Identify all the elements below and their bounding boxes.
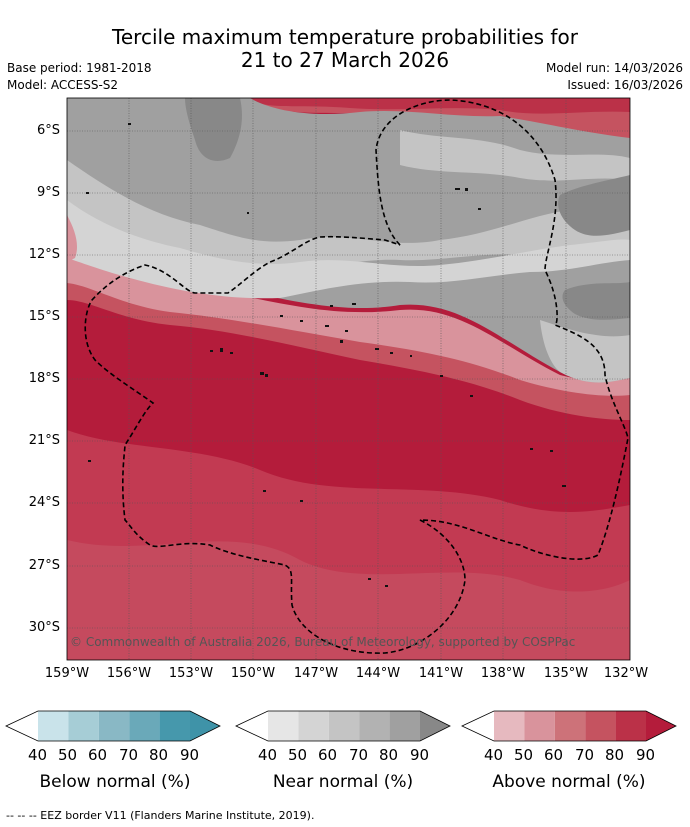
- issued-date: Issued: 16/03/2026: [567, 78, 683, 92]
- map-frame: [66, 97, 631, 661]
- colorbar-above-seg-1: [494, 711, 525, 741]
- colorbar-above-seg-5: [615, 711, 646, 741]
- map-fill-layer: [67, 98, 630, 660]
- colorbar-near-tick: 80: [379, 746, 399, 764]
- colorbar-below-seg-2: [68, 711, 99, 741]
- lon-label-153w: 153°W: [168, 666, 214, 681]
- colorbar-near-seg-5: [389, 711, 420, 741]
- eez-footnote: -- -- -- EEZ border V11 (Flanders Marine…: [6, 809, 315, 822]
- colorbar-below-tick: 70: [119, 746, 139, 764]
- colorbar-above-seg-4: [585, 711, 616, 741]
- lat-label-21s: 21°S: [28, 433, 60, 448]
- chart-title-line1: Tercile maximum temperature probabilitie…: [112, 25, 578, 49]
- lat-label-12s: 12°S: [28, 247, 60, 262]
- colorbar-below-seg-4: [129, 711, 160, 741]
- colorbar-near-tick: 40: [258, 746, 278, 764]
- colorbar-near-tick: 60: [318, 746, 338, 764]
- colorbar-below-normal: [5, 710, 221, 742]
- base-period: Base period: 1981-2018: [7, 61, 152, 75]
- colorbar-above-normal: [461, 710, 677, 742]
- map-copyright: © Commonwealth of Australia 2026, Bureau…: [70, 635, 575, 649]
- lat-label-24s: 24°S: [28, 495, 60, 510]
- lat-label-27s: 27°S: [28, 558, 60, 573]
- grid-lines: [67, 98, 630, 660]
- colorbar-below-seg-5: [159, 711, 190, 741]
- colorbar-above-tick: 50: [514, 746, 534, 764]
- lat-label-18s: 18°S: [28, 371, 60, 386]
- colorbar-below-tick: 60: [88, 746, 108, 764]
- lon-label-132w: 132°W: [603, 666, 649, 681]
- colorbar-above-seg-2: [524, 711, 555, 741]
- lat-label-30s: 30°S: [28, 620, 60, 635]
- probability-map: © Commonwealth of Australia 2026, Bureau…: [66, 97, 631, 661]
- model-run-date: Model run: 14/03/2026: [545, 61, 683, 75]
- colorbar-near-normal: [235, 710, 451, 742]
- colorbar-below-seg-0: [6, 711, 38, 741]
- colorbar-above-seg-0: [462, 711, 494, 741]
- lon-label-138w: 138°W: [480, 666, 526, 681]
- colorbar-near-seg-3: [328, 711, 360, 741]
- chart-title-line2: 21 to 27 March 2026: [240, 48, 450, 72]
- colorbar-below-tick: 50: [58, 746, 78, 764]
- colorbar-below-title: Below normal (%): [39, 772, 191, 792]
- lon-label-150w: 150°W: [230, 666, 276, 681]
- colorbar-above-tick: 70: [575, 746, 595, 764]
- colorbar-above-seg-6: [646, 711, 676, 741]
- lon-label-156w: 156°W: [106, 666, 152, 681]
- colorbar-above-title: Above normal (%): [492, 772, 646, 792]
- colorbar-below-tick: 80: [149, 746, 169, 764]
- eez-borders: [84, 99, 629, 654]
- colorbar-above-seg-3: [554, 711, 586, 741]
- colorbar-near-seg-0: [236, 711, 268, 741]
- colorbar-near-tick: 70: [349, 746, 369, 764]
- colorbar-near-seg-2: [298, 711, 329, 741]
- colorbar-near-seg-4: [359, 711, 390, 741]
- lat-label-15s: 15°S: [28, 309, 60, 324]
- colorbar-near-seg-1: [268, 711, 299, 741]
- colorbar-near-tick: 90: [410, 746, 430, 764]
- colorbar-below-seg-1: [38, 711, 69, 741]
- colorbar-above-tick: 60: [544, 746, 564, 764]
- lat-label-9s: 9°S: [36, 185, 60, 200]
- lon-label-144w: 144°W: [355, 666, 401, 681]
- colorbar-below-tick: 40: [28, 746, 48, 764]
- lat-label-6s: 6°S: [36, 123, 60, 138]
- islands: [86, 123, 566, 587]
- colorbar-above-tick: 90: [636, 746, 656, 764]
- colorbar-near-seg-6: [420, 711, 450, 741]
- colorbar-above-tick: 40: [484, 746, 504, 764]
- colorbar-near-title: Near normal (%): [272, 772, 414, 792]
- colorbar-near-tick: 50: [288, 746, 308, 764]
- lon-label-159w: 159°W: [44, 666, 90, 681]
- model-name: Model: ACCESS-S2: [7, 78, 119, 92]
- colorbar-below-tick: 90: [180, 746, 200, 764]
- lon-label-135w: 135°W: [543, 666, 589, 681]
- colorbar-below-seg-3: [98, 711, 130, 741]
- lon-label-147w: 147°W: [293, 666, 339, 681]
- colorbar-below-seg-6: [190, 711, 220, 741]
- lon-label-141w: 141°W: [418, 666, 464, 681]
- colorbar-above-tick: 80: [605, 746, 625, 764]
